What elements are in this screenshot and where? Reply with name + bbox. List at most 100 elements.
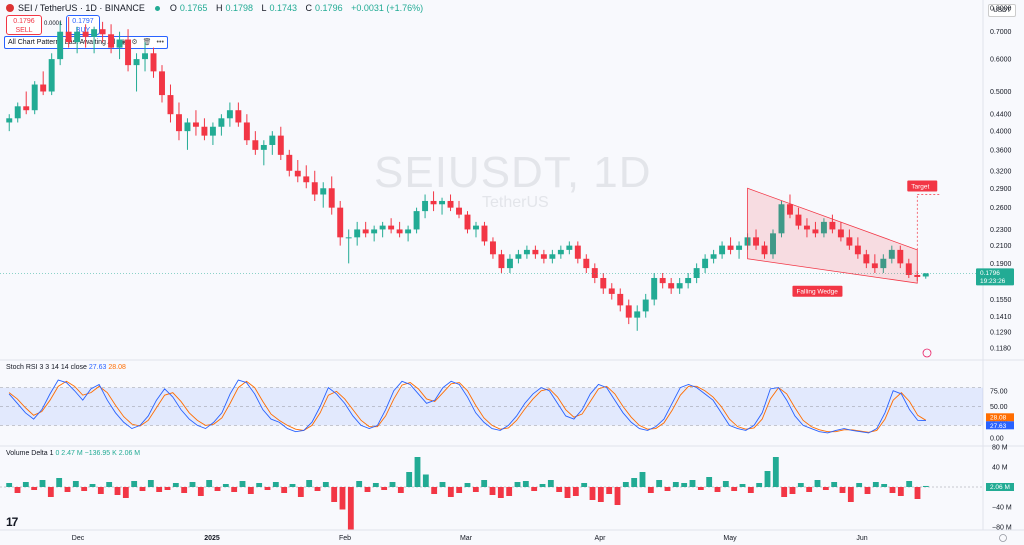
volume-delta-bar xyxy=(64,487,71,492)
currency-selector[interactable]: USDT xyxy=(988,4,1016,17)
candle-body xyxy=(566,245,573,250)
candle-body xyxy=(6,118,13,123)
volume-delta-bar xyxy=(806,487,813,492)
volume-delta-v1: 2.47 M xyxy=(61,450,83,457)
stoch-rsi-axis-label: 50.00 xyxy=(990,404,1008,411)
candle-body xyxy=(473,225,479,230)
stoch-rsi-legend: Stoch RSI 3 3 14 14 close 27.63 28.08 xyxy=(6,364,126,371)
volume-axis-label: −40 M xyxy=(992,505,1012,512)
volume-delta-bar xyxy=(864,487,871,494)
candle-body xyxy=(719,245,726,255)
candle-body xyxy=(540,254,547,259)
candle-body xyxy=(345,237,352,239)
volume-delta-bar xyxy=(872,482,879,487)
stoch-rsi-k: 27.63 xyxy=(88,364,107,371)
ohlc-value: 0.1796 xyxy=(315,3,343,13)
volume-delta-bar xyxy=(739,484,746,487)
volume-delta-bar xyxy=(206,480,213,487)
volume-delta-bar xyxy=(439,482,446,487)
volume-axis-label: −80 M xyxy=(992,525,1012,532)
volume-delta-bar xyxy=(72,481,79,487)
ohlc-change: +0.0031 (+1.76%) xyxy=(351,3,424,13)
price-axis-label: 0.4000 xyxy=(990,129,1012,136)
more-icon[interactable]: ••• xyxy=(156,39,164,46)
stoch-rsi-k-value: 27.63 xyxy=(990,423,1007,430)
candle-body xyxy=(464,214,471,230)
volume-delta-bar xyxy=(714,487,721,492)
candle-body xyxy=(142,53,148,60)
symbol-title[interactable]: SEI / TetherUS · 1D · BINANCE xyxy=(18,3,145,13)
volume-delta-bar xyxy=(564,487,571,498)
candle-body xyxy=(31,84,38,111)
volume-delta-bar xyxy=(531,487,538,491)
candle-body xyxy=(430,200,437,205)
volume-delta-bar xyxy=(372,483,379,487)
volume-delta-bar xyxy=(622,482,629,487)
stoch-rsi-k-line xyxy=(8,379,926,434)
time-axis-label: Feb xyxy=(339,535,351,542)
volume-delta-bar xyxy=(589,487,596,500)
price-axis-label: 0.4400 xyxy=(990,112,1012,119)
volume-delta-v2: −136.95 K xyxy=(84,450,117,457)
volume-delta-bar xyxy=(914,487,921,499)
volume-delta-bar xyxy=(139,487,146,491)
candle-body xyxy=(82,31,89,37)
sell-button[interactable]: 0.1796 SELL xyxy=(6,15,42,35)
candle-body xyxy=(99,29,106,35)
candle-body xyxy=(269,135,276,145)
volume-last-value: 2.06 M xyxy=(990,484,1010,491)
candle-body xyxy=(260,144,267,150)
candle-body xyxy=(583,258,590,269)
price-axis-label: 0.5000 xyxy=(990,89,1012,96)
tradingview-logo[interactable]: 17 xyxy=(6,515,18,529)
candle-body xyxy=(303,176,310,183)
settings-icon[interactable]: ⚙ xyxy=(131,39,138,46)
candle-body xyxy=(608,288,615,294)
volume-delta-bar xyxy=(681,483,688,487)
price-axis-label: 0.1550 xyxy=(990,297,1012,304)
candle-body xyxy=(65,31,72,43)
price-axis-label: 0.7000 xyxy=(990,29,1012,36)
candle-body xyxy=(184,122,191,132)
price-axis-label: 0.8000 xyxy=(990,6,1012,13)
eye-icon[interactable]: ◉ xyxy=(120,39,127,46)
market-status-icon xyxy=(154,5,160,11)
volume-delta-bar xyxy=(172,483,179,487)
candle-body xyxy=(778,204,785,234)
candle-body xyxy=(57,31,64,60)
candle-body xyxy=(803,225,810,230)
candle-body xyxy=(787,204,793,215)
candle-body xyxy=(125,39,132,66)
candle-body xyxy=(854,245,861,255)
candle-body xyxy=(922,273,929,277)
volume-delta-bar xyxy=(464,483,471,487)
volume-delta-bar xyxy=(822,487,829,490)
candle-body xyxy=(218,118,225,127)
volume-delta-bar xyxy=(389,482,396,487)
volume-delta-bar xyxy=(364,487,371,492)
volume-delta-bar xyxy=(431,487,438,494)
volume-delta-bar xyxy=(706,477,713,487)
volume-delta-bar xyxy=(606,487,613,494)
candle-body xyxy=(40,84,47,92)
delete-icon[interactable]: 🗑 xyxy=(142,39,152,46)
buy-label: BUY xyxy=(75,27,91,34)
volume-delta-v0: 0 xyxy=(55,450,60,457)
candle-body xyxy=(167,95,174,115)
candle-body xyxy=(634,311,641,318)
volume-delta-bar xyxy=(814,480,821,487)
volume-delta-v3: 2.06 M xyxy=(118,450,141,457)
candle-body xyxy=(74,31,81,43)
volume-delta-bar xyxy=(581,483,588,487)
stoch-rsi-axis-label: 75.00 xyxy=(990,388,1008,395)
candle-body xyxy=(642,299,649,312)
candle-body xyxy=(557,249,564,255)
time-axis-label: Dec xyxy=(72,535,85,542)
ohlc-key: O xyxy=(169,3,177,13)
volume-delta-bar xyxy=(47,487,54,497)
candle-body xyxy=(693,268,700,278)
candle-body xyxy=(829,221,836,230)
price-axis-label: 0.2900 xyxy=(990,186,1012,193)
time-axis-label: May xyxy=(723,535,737,542)
